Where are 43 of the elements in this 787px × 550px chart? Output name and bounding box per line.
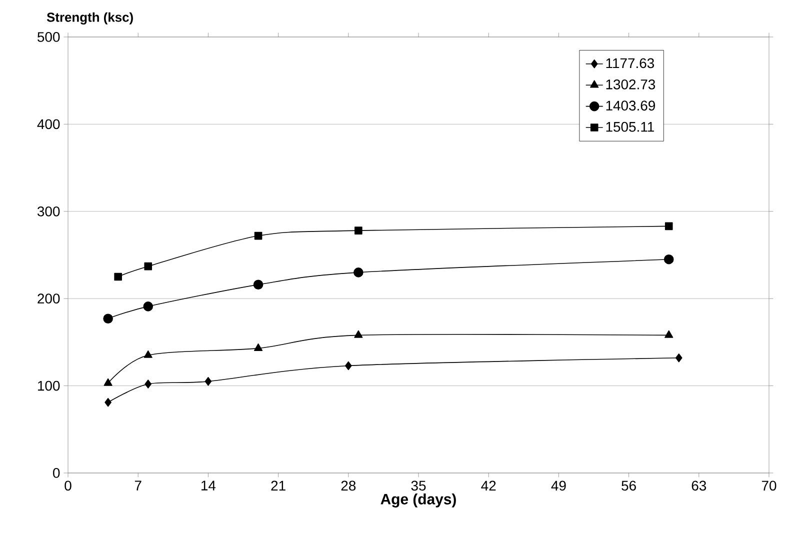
point (103, 314, 113, 324)
point (354, 226, 362, 234)
x-tick-label: 21 (271, 480, 286, 490)
point (143, 302, 154, 312)
point (354, 330, 363, 338)
y-tick-label: 300 (37, 206, 60, 216)
point (204, 377, 212, 386)
x-tick-label: 7 (134, 480, 142, 490)
legend-label: 1403.69 (606, 100, 655, 111)
x-axis-title: Age (days) (380, 493, 456, 508)
point (144, 350, 152, 358)
point (664, 254, 674, 264)
x-tick-label: 14 (202, 480, 216, 490)
point (114, 272, 122, 281)
point (345, 361, 352, 370)
y-tick-label: 200 (38, 294, 60, 304)
y-tick-label: 100 (38, 380, 60, 391)
y-tick-label: 500 (38, 32, 60, 42)
y-tick-label: 400 (37, 119, 60, 130)
x-tick-label: 49 (551, 480, 566, 491)
point (354, 268, 364, 278)
point (664, 330, 674, 338)
x-tick-label: 56 (622, 480, 636, 491)
point (664, 222, 673, 230)
y-axis-title: Strength (ksc) (46, 12, 133, 24)
y-tick-label: 0 (53, 468, 60, 478)
point (253, 280, 264, 290)
point (144, 262, 152, 270)
point (254, 343, 263, 351)
point (104, 378, 112, 386)
legend-label: 1302.73 (606, 79, 656, 90)
x-tick-label: 35 (411, 480, 426, 491)
legend-label: 1177.63 (606, 58, 654, 68)
x-tick-label: 70 (762, 480, 776, 491)
point (675, 353, 682, 362)
point (104, 398, 112, 407)
x-tick-label: 42 (481, 480, 496, 490)
legend-label: 1505.11 (606, 122, 654, 132)
point (144, 380, 152, 388)
x-tick-label: 63 (692, 480, 706, 491)
point (254, 232, 262, 240)
x-tick-label: 0 (64, 480, 72, 491)
x-tick-label: 28 (341, 480, 356, 491)
